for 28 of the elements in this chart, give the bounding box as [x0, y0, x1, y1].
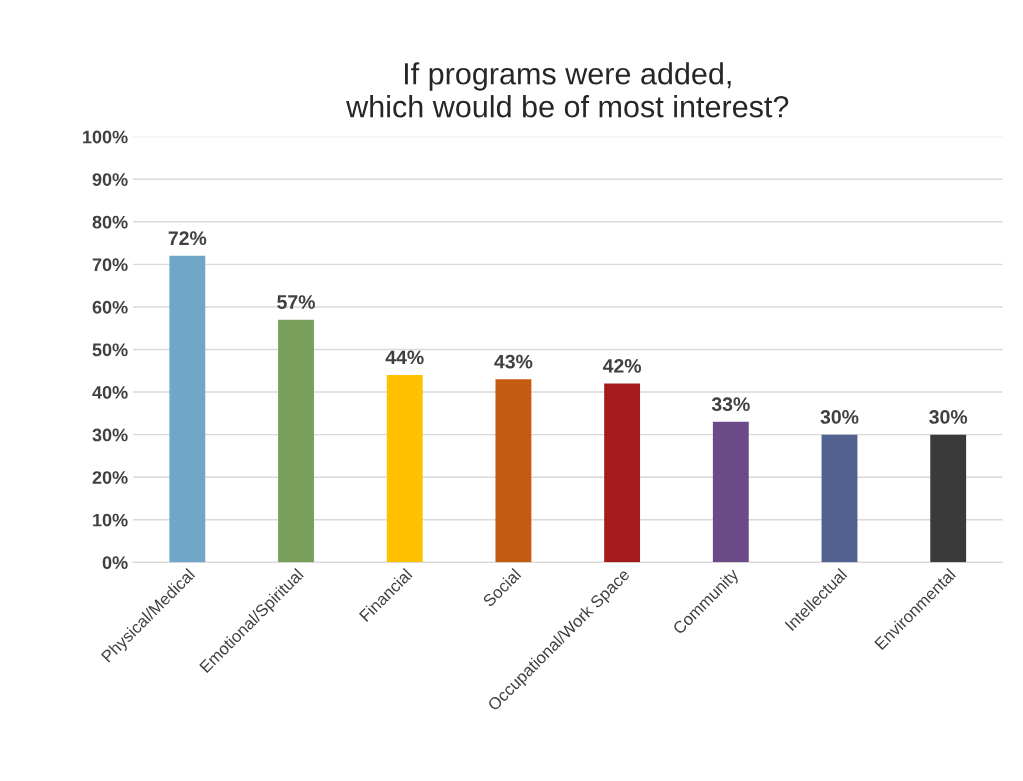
data-label: 57% — [277, 295, 315, 309]
y-tick-label: 50% — [92, 343, 128, 357]
data-label: 72% — [168, 231, 207, 246]
data-label: 30% — [820, 410, 859, 424]
data-label: 44% — [385, 350, 424, 365]
y-tick-label: 80% — [92, 215, 128, 229]
y-tick-label: 20% — [92, 471, 128, 484]
bar — [169, 255, 206, 563]
bar — [495, 379, 532, 563]
y-tick-label: 10% — [93, 513, 128, 527]
bar — [930, 434, 967, 563]
y-tick-label: 40% — [92, 386, 128, 399]
data-label: 30% — [929, 410, 968, 424]
data-label: 43% — [494, 354, 533, 369]
chart-title: If programs were added, which would be of most interest? — [346, 62, 789, 118]
bar — [278, 319, 314, 563]
y-tick-label: 60% — [92, 300, 128, 314]
y-tick-label: 30% — [92, 428, 128, 442]
y-tick-label: 70% — [92, 258, 128, 272]
y-tick-label: 0% — [102, 556, 128, 570]
bar — [712, 421, 749, 563]
data-label: 42% — [602, 358, 642, 373]
bar — [604, 383, 641, 563]
bar — [386, 375, 423, 563]
bar — [821, 434, 858, 563]
y-tick-label: 100% — [83, 130, 128, 144]
data-label: 33% — [711, 397, 750, 412]
y-tick-label: 90% — [92, 173, 128, 186]
